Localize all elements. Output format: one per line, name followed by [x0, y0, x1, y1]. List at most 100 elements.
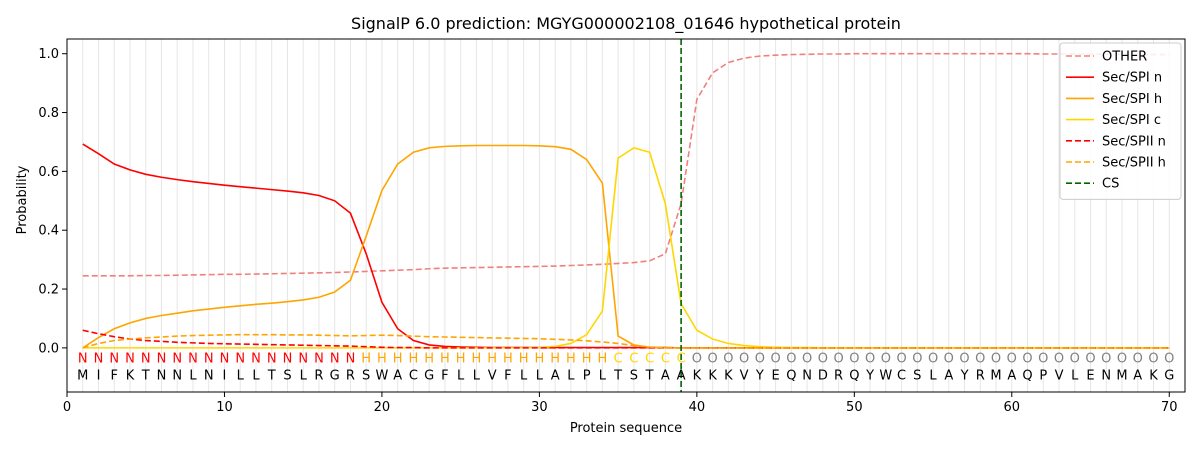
region-label: H	[472, 352, 482, 367]
residue-letter: Q	[1022, 368, 1032, 383]
region-label: N	[314, 352, 324, 367]
residue-letter: L	[473, 368, 481, 383]
region-label: H	[597, 352, 607, 367]
legend-label: Sec/SPI c	[1102, 113, 1161, 128]
region-label: H	[393, 352, 403, 367]
series-line-other	[82, 52, 1170, 277]
residue-letter: P	[583, 368, 591, 383]
region-label: O	[755, 352, 765, 367]
residue-letter: S	[362, 368, 370, 383]
region-label: N	[220, 352, 230, 367]
legend-label: Sec/SPII h	[1102, 156, 1166, 171]
region-label: H	[377, 352, 387, 367]
region-label: H	[424, 352, 434, 367]
region-label: H	[361, 352, 371, 367]
residue-letter: E	[771, 368, 779, 383]
residue-letter: T	[267, 368, 276, 383]
residue-letter: L	[237, 368, 245, 383]
region-label: O	[692, 352, 702, 367]
residue-letter: L	[300, 368, 308, 383]
region-label: O	[959, 352, 969, 367]
region-label: O	[833, 352, 843, 367]
series-line-sec-spi-c	[82, 146, 1170, 349]
region-label: O	[881, 352, 891, 367]
residue-letter: T	[613, 368, 622, 383]
region-label: N	[298, 352, 308, 367]
region-label: C	[614, 352, 623, 367]
residue-letter: G	[424, 368, 434, 383]
region-label: H	[519, 352, 529, 367]
region-label: N	[330, 352, 340, 367]
residue-letter: A	[1133, 368, 1142, 383]
legend-label: Sec/SPI n	[1102, 71, 1162, 86]
residue-letter: S	[283, 368, 291, 383]
region-label: O	[1085, 352, 1095, 367]
region-label: O	[707, 352, 717, 367]
residue-letter: I	[223, 368, 227, 383]
residue-letter: N	[157, 368, 167, 383]
region-label: O	[818, 352, 828, 367]
residue-letter: M	[77, 368, 88, 383]
residue-letter: R	[834, 368, 843, 383]
legend-label: OTHER	[1102, 50, 1147, 65]
region-label: N	[78, 352, 88, 367]
region-label: H	[566, 352, 576, 367]
region-label: N	[125, 352, 135, 367]
region-label: H	[409, 352, 419, 367]
region-label: H	[535, 352, 545, 367]
region-label: O	[739, 352, 749, 367]
y-tick-label: 0.6	[38, 165, 59, 180]
x-tick-label: 50	[846, 400, 863, 415]
residue-letter: R	[346, 368, 355, 383]
residue-letter: Y	[960, 368, 969, 383]
residue-letter: K	[126, 368, 135, 383]
residue-letter: L	[929, 368, 937, 383]
y-axis-label: Probability	[15, 165, 30, 234]
y-tick-label: 0.0	[38, 341, 59, 356]
residue-letter: L	[189, 368, 197, 383]
x-tick-label: 0	[63, 400, 71, 415]
residue-letter: Q	[786, 368, 796, 383]
residue-letter: P	[1039, 368, 1047, 383]
residue-letter: L	[536, 368, 544, 383]
y-tick-label: 1.0	[38, 47, 59, 62]
residue-letter: R	[314, 368, 323, 383]
region-label: O	[912, 352, 922, 367]
residue-letter: C	[409, 368, 418, 383]
y-tick-label: 0.2	[38, 283, 59, 298]
grid-lines	[82, 39, 1170, 392]
residue-letter: T	[645, 368, 654, 383]
region-label: N	[157, 352, 167, 367]
region-label: O	[1164, 352, 1174, 367]
region-label: N	[267, 352, 277, 367]
x-axis-label: Protein sequence	[570, 421, 682, 436]
residue-letter: F	[110, 368, 117, 383]
region-label: N	[204, 352, 214, 367]
residue-letter: N	[204, 368, 214, 383]
residue-letter: L	[599, 368, 607, 383]
residue-letter: Y	[755, 368, 764, 383]
sequence-annotation: NMNINFNKNTNNNNNLNNNINLNLNTNSNLNRNGNRHSHW…	[77, 352, 1174, 384]
legend-label: Sec/SPII n	[1102, 134, 1166, 149]
region-label: O	[1070, 352, 1080, 367]
residue-letter: N	[172, 368, 182, 383]
region-label: H	[582, 352, 592, 367]
region-label: O	[1007, 352, 1017, 367]
residue-letter: W	[375, 368, 388, 383]
residue-letter: T	[141, 368, 150, 383]
residue-letter: M	[1116, 368, 1127, 383]
region-label: N	[235, 352, 245, 367]
residue-letter: G	[1164, 368, 1174, 383]
residue-letter: L	[520, 368, 528, 383]
residue-letter: N	[802, 368, 812, 383]
residue-letter: G	[330, 368, 340, 383]
region-label: C	[661, 352, 670, 367]
legend: OTHER Sec/SPI n Sec/SPI h Sec/SPI c Sec/SPII…	[1059, 42, 1182, 200]
series-line-sec-spii-h	[82, 333, 1170, 349]
x-tick-label: 10	[216, 400, 233, 415]
chart-title: SignalP 6.0 prediction: MGYG000002108_01…	[351, 14, 901, 34]
residue-letter: N	[1101, 368, 1111, 383]
residue-letter: K	[724, 368, 733, 383]
residue-letter: W	[879, 368, 892, 383]
